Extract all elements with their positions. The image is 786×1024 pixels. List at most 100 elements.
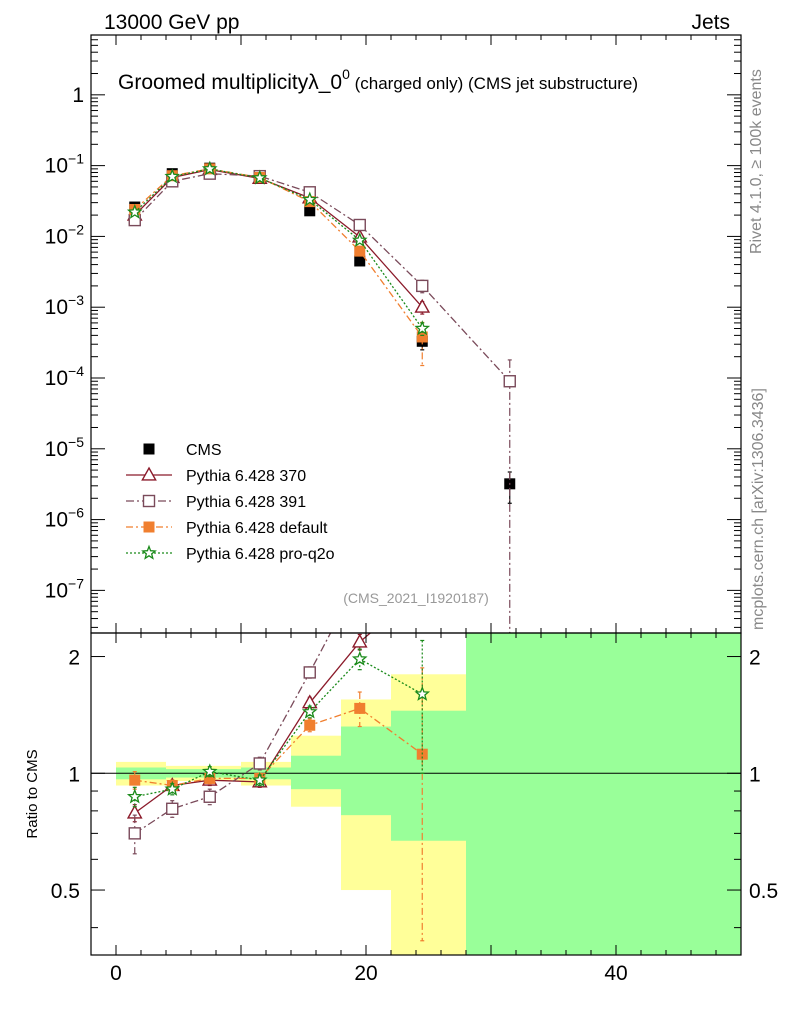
ratio-bands xyxy=(91,633,741,955)
ytick-top-label-base-5: 10 xyxy=(45,438,68,461)
point-ratio-3-0 xyxy=(129,774,141,786)
xtick-label-40: 40 xyxy=(604,962,627,985)
point-top-2-5 xyxy=(353,218,366,232)
point-ratio-2-4 xyxy=(303,666,316,679)
chart-title-sup: 0 xyxy=(342,66,350,82)
point-ratio-4-5 xyxy=(351,650,368,666)
xtick-label-20: 20 xyxy=(354,962,377,985)
ratio-ylabel: Ratio to CMS xyxy=(24,749,41,838)
point-ratio-4-3 xyxy=(251,771,268,787)
point-ratio-2-3 xyxy=(253,757,266,770)
legend-marker-4 xyxy=(141,544,157,560)
legend-marker-1 xyxy=(141,466,157,481)
series-line-top-2 xyxy=(134,173,511,382)
ytick-ratio-label-right-2: 2 xyxy=(749,647,761,670)
legend-label-3: Pythia 6.428 default xyxy=(186,520,328,537)
legend-marker-3 xyxy=(143,521,155,533)
ytick-ratio-label-left-2: 2 xyxy=(68,647,80,670)
legend-label-4: Pythia 6.428 pro-q2o xyxy=(186,546,335,563)
point-ratio-1-5 xyxy=(351,633,368,648)
point-top-1-6 xyxy=(414,298,431,313)
point-top-4-6 xyxy=(414,320,431,336)
point-top-0-5 xyxy=(354,255,366,267)
legend-label-1: Pythia 6.428 370 xyxy=(186,468,306,485)
mcplots-label: mcplots.cern.ch [arXiv:1306.3436] xyxy=(750,388,767,630)
legend-label-0: CMS xyxy=(186,442,222,459)
ytick-top-label-3: 10−3 xyxy=(45,292,85,319)
ytick-top-label-1: 10−1 xyxy=(45,151,85,178)
top-series xyxy=(126,160,516,633)
header-left: 13000 GeV pp xyxy=(104,11,239,34)
ytick-top-label-exp-2: −2 xyxy=(68,221,84,237)
series-top-4 xyxy=(126,160,431,336)
ytick-top-label-base-3: 10 xyxy=(45,296,68,319)
legend-marker-0 xyxy=(143,443,155,455)
band-inner-3 xyxy=(291,755,341,790)
ytick-top-label-exp-6: −6 xyxy=(68,505,84,521)
point-ratio-4-6 xyxy=(414,685,431,701)
point-ratio-4-4 xyxy=(301,703,318,719)
band-inner-5 xyxy=(391,710,466,841)
point-ratio-2-0 xyxy=(128,827,141,840)
ytick-ratio-label-right-1: 1 xyxy=(749,763,761,786)
ytick-ratio-label-right-0: 0.5 xyxy=(749,880,778,903)
ytick-ratio-label-left-1: 1 xyxy=(68,763,80,786)
chart-title: Groomed multiplicityλ_00 (charged only) … xyxy=(118,66,638,94)
band-inner-6 xyxy=(466,633,741,955)
rivet-label: Rivet 4.1.0, ≥ 100k events xyxy=(748,69,765,254)
point-top-0-4 xyxy=(304,205,316,217)
point-top-4-2 xyxy=(201,160,218,176)
series-top-3 xyxy=(129,163,428,367)
series-line-top-1 xyxy=(134,168,423,308)
point-ratio-2-1 xyxy=(166,802,179,815)
point-ratio-2-6 xyxy=(417,466,428,477)
chart-title-suffix: (charged only) (CMS jet substructure) xyxy=(350,74,638,93)
ytick-top-label-exp-5: −5 xyxy=(68,434,84,450)
point-ratio-3-5 xyxy=(354,702,366,714)
series-top-0 xyxy=(129,162,516,504)
point-ratio-2-7 xyxy=(504,195,515,206)
ytick-top-label-4: 10−4 xyxy=(45,363,85,390)
legend-label-2: Pythia 6.428 391 xyxy=(186,494,306,511)
point-top-4-5 xyxy=(351,231,368,248)
series-ratio-4 xyxy=(126,639,431,808)
ytick-top-label-7: 10−7 xyxy=(45,575,85,602)
point-ratio-4-2 xyxy=(201,763,218,779)
point-ratio-4-1 xyxy=(164,780,181,796)
series-line-ratio-2 xyxy=(134,633,332,834)
ytick-top-label-exp-3: −3 xyxy=(68,292,84,308)
series-ratio-2 xyxy=(128,195,515,855)
analysis-tag: (CMS_2021_I1920187) xyxy=(343,590,489,606)
ytick-top-label-0: 1 xyxy=(72,84,84,107)
ytick-top-label-5: 10−5 xyxy=(45,434,85,461)
series-line-top-4 xyxy=(134,168,423,329)
point-top-2-7 xyxy=(503,375,516,388)
ytick-top-label-base-6: 10 xyxy=(45,509,68,532)
series-line-top-3 xyxy=(134,168,423,338)
point-top-4-0 xyxy=(126,203,143,219)
ytick-top-label-exp-4: −4 xyxy=(68,363,84,379)
ytick-top-label-base-7: 10 xyxy=(45,579,68,602)
chart-title-main: Groomed multiplicityλ_0 xyxy=(118,71,342,94)
ytick-ratio-label-left-0: 0.5 xyxy=(51,880,80,903)
point-top-4-1 xyxy=(164,168,181,184)
xtick-label-0: 0 xyxy=(110,962,122,985)
point-top-4-3 xyxy=(251,169,268,185)
point-ratio-2-2 xyxy=(203,790,216,803)
ytick-top-label-exp-7: −7 xyxy=(68,575,84,591)
point-top-4-4 xyxy=(301,191,318,207)
point-ratio-2-5 xyxy=(354,572,365,583)
ytick-top-label-base-2: 10 xyxy=(45,225,68,248)
header-right: Jets xyxy=(691,11,730,34)
point-top-3-6 xyxy=(416,331,428,343)
ytick-top-label-6: 10−6 xyxy=(45,505,85,532)
point-ratio-3-2 xyxy=(204,772,216,784)
legend-marker-2 xyxy=(142,494,156,508)
top-panel-frame xyxy=(90,34,742,634)
point-ratio-3-4 xyxy=(304,719,316,731)
point-ratio-4-0 xyxy=(126,788,143,804)
ytick-top-label-base-4: 10 xyxy=(45,367,68,390)
band-inner-4 xyxy=(341,726,391,816)
